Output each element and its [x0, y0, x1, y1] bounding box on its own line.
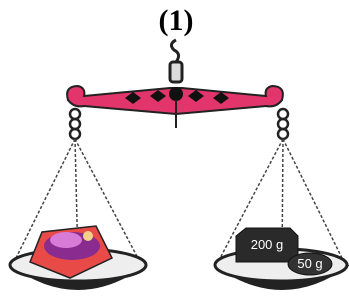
- weight-label: 200 g: [251, 237, 284, 252]
- balance-scale-illustration: (1) 200 g: [0, 0, 349, 306]
- caption: (1): [159, 4, 194, 37]
- left-pan: [10, 226, 146, 290]
- beam: [67, 86, 283, 128]
- hook: [170, 40, 182, 82]
- weight-label: 50 g: [297, 256, 322, 271]
- right-pan: 200 g 50 g: [214, 228, 349, 290]
